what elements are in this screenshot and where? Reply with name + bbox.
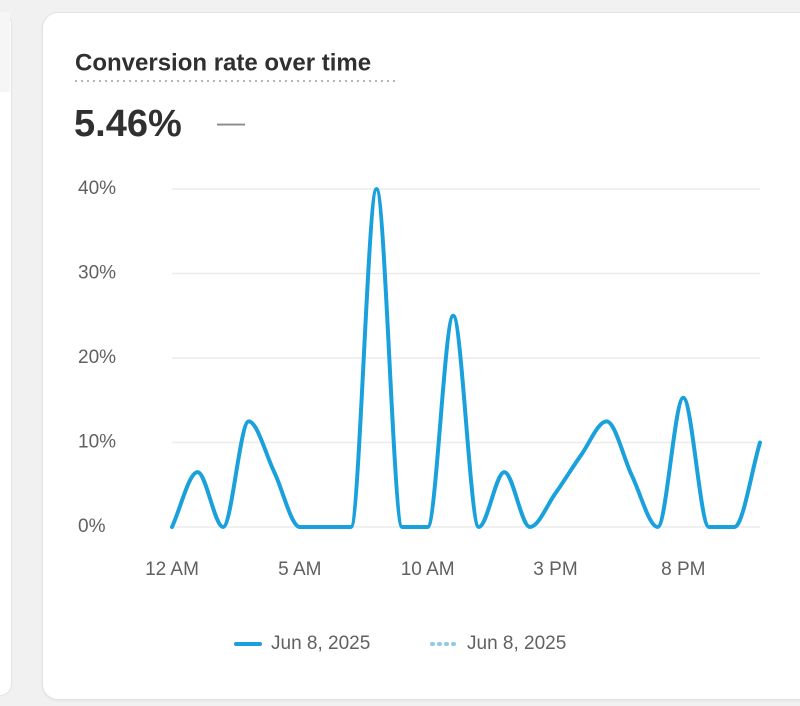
legend-label: Jun 8, 2025 <box>271 633 370 654</box>
card <box>42 12 800 700</box>
x-tick-label: 12 AM <box>145 559 199 580</box>
x-tick-label: 3 PM <box>533 559 577 580</box>
series-line <box>170 187 762 529</box>
y-tick-label: 20% <box>78 347 116 368</box>
x-tick-label: 8 PM <box>661 559 705 580</box>
summary-value: 5.46% <box>74 103 182 145</box>
x-tick-label: 5 AM <box>278 559 321 580</box>
chart-title[interactable]: Conversion rate over time <box>75 49 371 76</box>
comparison: — <box>217 106 245 137</box>
adjacent-card-header <box>0 12 10 92</box>
y-tick-label: 0% <box>78 516 106 537</box>
legend-label: Jun 8, 2025 <box>467 633 566 654</box>
y-tick-label: 40% <box>78 178 116 199</box>
y-tick-label: 10% <box>78 432 116 453</box>
y-tick-label: 30% <box>78 263 116 284</box>
x-tick-label: 10 AM <box>401 559 455 580</box>
